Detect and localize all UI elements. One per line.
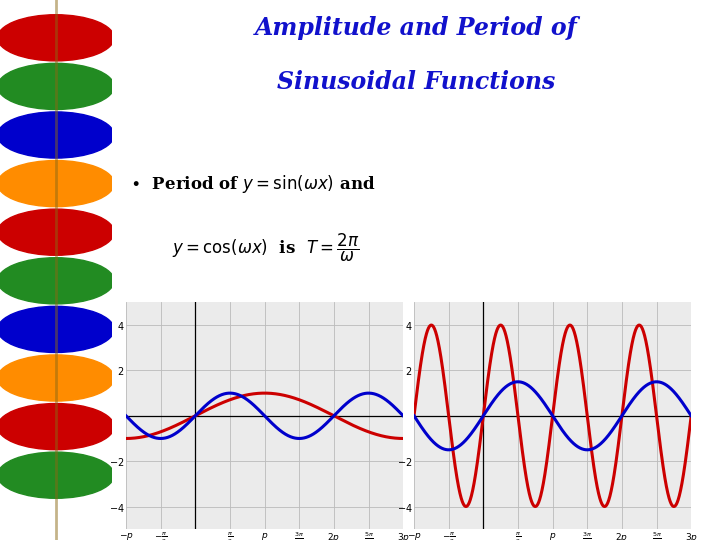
Ellipse shape: [28, 464, 84, 486]
Ellipse shape: [0, 306, 114, 353]
Ellipse shape: [28, 124, 84, 146]
Ellipse shape: [0, 258, 114, 304]
Ellipse shape: [28, 173, 84, 194]
Text: $\bullet$  Period of $y = \sin(\omega x)$ and: $\bullet$ Period of $y = \sin(\omega x)$…: [130, 173, 375, 195]
Ellipse shape: [28, 270, 84, 292]
Ellipse shape: [13, 458, 99, 492]
Ellipse shape: [28, 221, 84, 243]
Ellipse shape: [13, 264, 99, 298]
Ellipse shape: [0, 15, 114, 61]
Ellipse shape: [13, 312, 99, 347]
Ellipse shape: [28, 367, 84, 389]
Ellipse shape: [28, 27, 84, 49]
Ellipse shape: [0, 63, 114, 110]
Ellipse shape: [28, 416, 84, 437]
Text: Amplitude and Period of: Amplitude and Period of: [254, 16, 577, 40]
Ellipse shape: [0, 403, 114, 450]
Ellipse shape: [0, 112, 114, 158]
Ellipse shape: [13, 215, 99, 249]
Ellipse shape: [13, 70, 99, 104]
Text: $y = \cos(\omega x)$  is  $T = \dfrac{2\pi}{\omega}$: $y = \cos(\omega x)$ is $T = \dfrac{2\pi…: [173, 232, 360, 265]
Ellipse shape: [13, 21, 99, 55]
Ellipse shape: [13, 118, 99, 152]
Ellipse shape: [13, 361, 99, 395]
Ellipse shape: [28, 76, 84, 97]
Ellipse shape: [0, 209, 114, 255]
Ellipse shape: [0, 160, 114, 207]
Ellipse shape: [28, 319, 84, 340]
Ellipse shape: [0, 452, 114, 498]
Text: Sinusoidal Functions: Sinusoidal Functions: [276, 70, 555, 94]
Ellipse shape: [13, 409, 99, 444]
Ellipse shape: [13, 166, 99, 200]
Ellipse shape: [0, 355, 114, 401]
